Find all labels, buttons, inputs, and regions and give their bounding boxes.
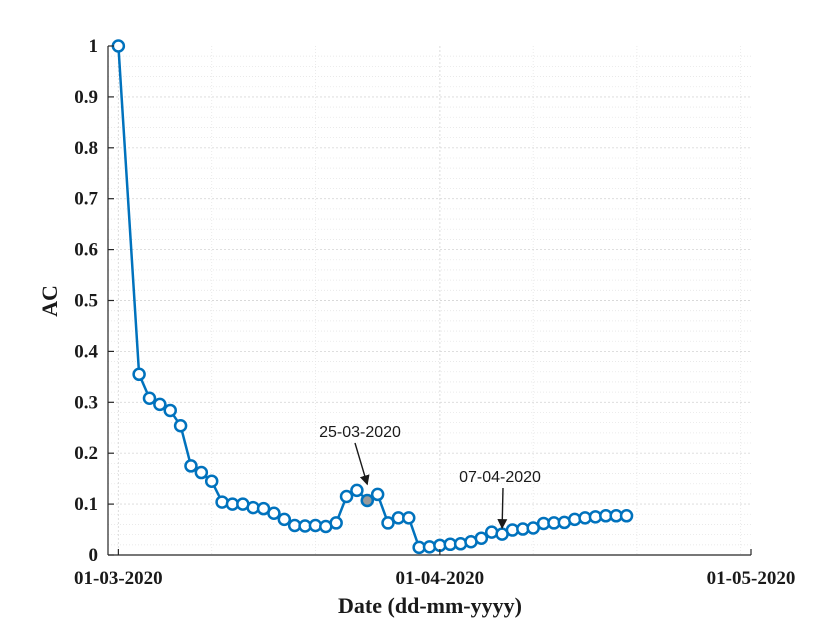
data-markers xyxy=(111,39,634,555)
y-tick-label: 0.6 xyxy=(74,240,98,261)
data-point xyxy=(132,367,146,382)
data-point xyxy=(329,516,343,530)
x-tick-label: 01-04-2020 xyxy=(396,568,485,589)
annotation-arrows xyxy=(354,442,508,530)
data-point xyxy=(484,525,499,539)
data-point xyxy=(153,397,167,412)
y-tick-label: 0.9 xyxy=(74,87,98,108)
y-tick-labels: 0 0.1 0.2 0.3 0.4 0.5 0.6 0.7 0.8 0.9 1 xyxy=(74,36,98,566)
annotation-arrow-2 xyxy=(497,487,508,530)
data-point xyxy=(173,418,188,433)
y-tick-label: 0.1 xyxy=(74,494,98,515)
y-tick-label: 0.4 xyxy=(74,341,98,362)
data-point xyxy=(381,516,395,530)
data-point xyxy=(277,512,292,527)
highlighted-data-point xyxy=(360,493,375,508)
data-point xyxy=(163,403,177,418)
x-tick-labels: 01-03-2020 01-04-2020 01-05-2020 xyxy=(74,568,795,589)
y-axis-title: AC xyxy=(37,285,62,317)
data-point xyxy=(474,531,489,545)
y-tick-label: 0.8 xyxy=(74,138,98,159)
y-tick-label: 0.2 xyxy=(74,443,98,464)
data-point xyxy=(350,483,364,498)
annotation-label-2: 07-04-2020 xyxy=(459,469,541,486)
data-point xyxy=(370,487,385,502)
x-axis-title: Date (dd-mm-yyyy) xyxy=(338,593,522,618)
y-tick-label: 1 xyxy=(89,36,99,57)
axes xyxy=(107,45,752,556)
data-point xyxy=(267,506,281,521)
data-point xyxy=(111,39,126,53)
data-point xyxy=(215,495,229,509)
data-point xyxy=(402,511,416,525)
x-tick-label: 01-05-2020 xyxy=(707,568,796,589)
data-point xyxy=(194,465,209,480)
data-point xyxy=(453,537,468,551)
y-tick-label: 0 xyxy=(89,545,99,566)
data-point xyxy=(619,509,634,523)
x-tick-label: 01-03-2020 xyxy=(74,568,163,589)
y-tick-label: 0.3 xyxy=(74,392,98,413)
data-point xyxy=(184,459,198,473)
annotation-label-1: 25-03-2020 xyxy=(319,424,401,441)
y-tick-label: 0.5 xyxy=(74,291,98,312)
data-point xyxy=(339,489,354,504)
minor-grid xyxy=(108,46,751,555)
data-point xyxy=(204,474,219,488)
data-point xyxy=(142,391,157,405)
annotation-arrow-1 xyxy=(354,442,370,486)
major-grid xyxy=(108,46,751,555)
y-tick-label: 0.7 xyxy=(74,189,98,210)
